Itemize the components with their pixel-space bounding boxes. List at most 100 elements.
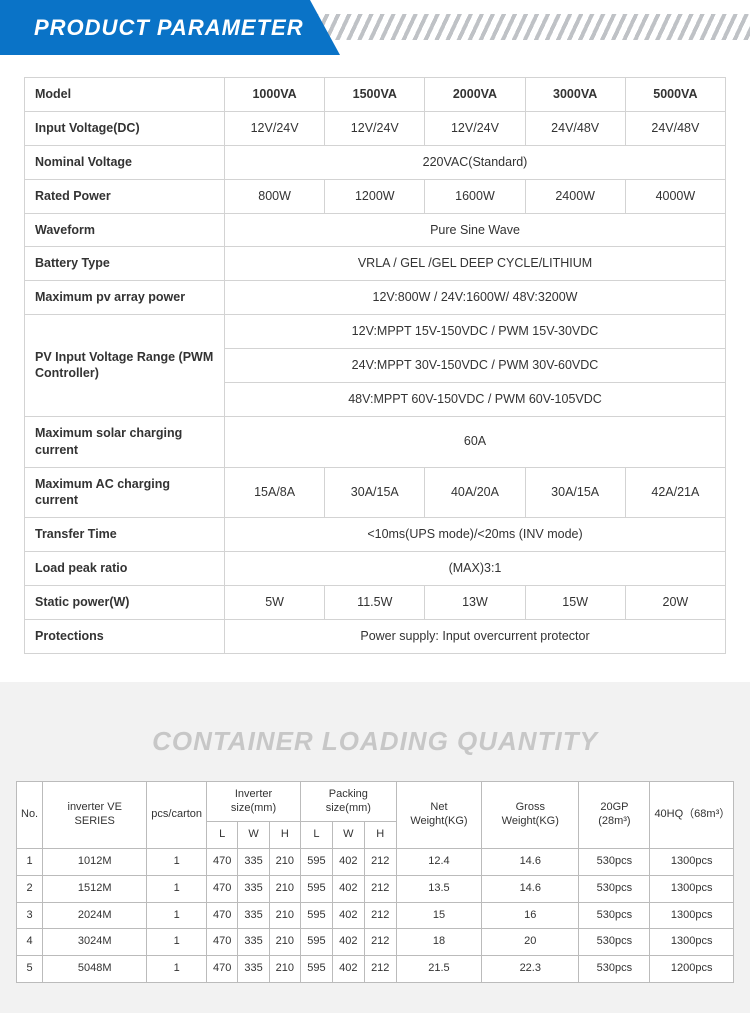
param-value-span: 220VAC(Standard) xyxy=(225,145,726,179)
cl-cell-hq: 1300pcs xyxy=(650,849,734,876)
cl-cell-pL: 595 xyxy=(301,929,333,956)
cl-cell-gross: 14.6 xyxy=(482,875,579,902)
cl-cell-pL: 595 xyxy=(301,849,333,876)
cl-h-20gp: 20GP (28m³) xyxy=(579,781,650,848)
param-label: Protections xyxy=(25,619,225,653)
container-loading-section: CONTAINER LOADING QUANTITY No. inverter … xyxy=(0,682,750,1013)
cl-cell-gross: 16 xyxy=(482,902,579,929)
cl-cell-series: 1012M xyxy=(43,849,147,876)
container-loading-table: No. inverter VE SERIES pcs/carton Invert… xyxy=(16,781,734,983)
param-cell: 11.5W xyxy=(325,586,425,620)
cl-h-40hq: 40HQ（68m³） xyxy=(650,781,734,848)
cl-cell-series: 1512M xyxy=(43,875,147,902)
param-cell: 24V/48V xyxy=(525,111,625,145)
cl-h-pkg-L: L xyxy=(301,822,333,849)
param-row: Maximum solar charging current60A xyxy=(25,416,726,467)
param-row: Load peak ratio(MAX)3:1 xyxy=(25,552,726,586)
cl-cell-gp: 530pcs xyxy=(579,929,650,956)
cl-cell-gross: 20 xyxy=(482,929,579,956)
param-value-span: Power supply: Input overcurrent protecto… xyxy=(225,619,726,653)
param-label: Maximum AC charging current xyxy=(25,467,225,518)
product-parameter-section: Model 1000VA 1500VA 2000VA 3000VA 5000VA… xyxy=(0,55,750,664)
param-cell: 13W xyxy=(425,586,525,620)
param-cell: 24V/48V xyxy=(625,111,725,145)
param-label: Maximum solar charging current xyxy=(25,416,225,467)
param-cell: 12V/24V xyxy=(425,111,525,145)
cl-cell-iL: 470 xyxy=(207,902,238,929)
section-header: PRODUCT PARAMETER xyxy=(0,0,750,55)
param-model-4: 5000VA xyxy=(625,78,725,112)
param-value-span: Pure Sine Wave xyxy=(225,213,726,247)
cl-h-invsize: Inverter size(mm) xyxy=(207,781,301,822)
param-row: Static power(W)5W11.5W13W15W20W xyxy=(25,586,726,620)
param-value-span: 24V:MPPT 30V-150VDC / PWM 30V-60VDC xyxy=(225,349,726,383)
cl-h-pkg-H: H xyxy=(364,822,396,849)
cl-cell-gross: 22.3 xyxy=(482,956,579,983)
param-value-span: VRLA / GEL /GEL DEEP CYCLE/LITHIUM xyxy=(225,247,726,281)
cl-cell-iH: 210 xyxy=(269,849,300,876)
cl-cell-pW: 402 xyxy=(332,849,364,876)
param-cell: 1600W xyxy=(425,179,525,213)
cl-cell-pcs: 1 xyxy=(147,929,207,956)
param-col-label: Model xyxy=(25,78,225,112)
cl-cell-iH: 210 xyxy=(269,929,300,956)
cl-h-pkgsize: Packing size(mm) xyxy=(301,781,397,822)
cl-cell-iW: 335 xyxy=(238,929,269,956)
cl-cell-pcs: 1 xyxy=(147,875,207,902)
param-model-1: 1500VA xyxy=(325,78,425,112)
param-row: Transfer Time<10ms(UPS mode)/<20ms (INV … xyxy=(25,518,726,552)
param-label: Static power(W) xyxy=(25,586,225,620)
param-cell: 2400W xyxy=(525,179,625,213)
param-cell: 42A/21A xyxy=(625,467,725,518)
cl-cell-no: 5 xyxy=(17,956,43,983)
cl-cell-gp: 530pcs xyxy=(579,849,650,876)
cl-h-series: inverter VE SERIES xyxy=(43,781,147,848)
cl-cell-gp: 530pcs xyxy=(579,956,650,983)
product-parameter-table: Model 1000VA 1500VA 2000VA 3000VA 5000VA… xyxy=(24,77,726,654)
cl-cell-pL: 595 xyxy=(301,956,333,983)
param-value-span: <10ms(UPS mode)/<20ms (INV mode) xyxy=(225,518,726,552)
cl-cell-pcs: 1 xyxy=(147,849,207,876)
cl-cell-pH: 212 xyxy=(364,875,396,902)
param-label: Input Voltage(DC) xyxy=(25,111,225,145)
cl-h-inv-L: L xyxy=(207,822,238,849)
param-label: Load peak ratio xyxy=(25,552,225,586)
header-title: PRODUCT PARAMETER xyxy=(0,0,750,55)
cl-cell-no: 4 xyxy=(17,929,43,956)
cl-row: 32024M14703352105954022121516530pcs1300p… xyxy=(17,902,734,929)
param-row: ProtectionsPower supply: Input overcurre… xyxy=(25,619,726,653)
cl-cell-pcs: 1 xyxy=(147,902,207,929)
cl-cell-pH: 212 xyxy=(364,929,396,956)
param-header-row: Model 1000VA 1500VA 2000VA 3000VA 5000VA xyxy=(25,78,726,112)
cl-cell-iH: 210 xyxy=(269,902,300,929)
container-loading-title: CONTAINER LOADING QUANTITY xyxy=(0,706,750,781)
param-label: Battery Type xyxy=(25,247,225,281)
param-cell: 20W xyxy=(625,586,725,620)
param-row: WaveformPure Sine Wave xyxy=(25,213,726,247)
cl-cell-pH: 212 xyxy=(364,902,396,929)
cl-cell-hq: 1300pcs xyxy=(650,929,734,956)
param-label: Nominal Voltage xyxy=(25,145,225,179)
cl-cell-net: 12.4 xyxy=(396,849,482,876)
cl-cell-series: 5048M xyxy=(43,956,147,983)
param-row: PV Input Voltage Range (PWM Controller)1… xyxy=(25,315,726,349)
cl-h-pkg-W: W xyxy=(332,822,364,849)
param-cell: 15W xyxy=(525,586,625,620)
cl-cell-pW: 402 xyxy=(332,929,364,956)
cl-cell-pH: 212 xyxy=(364,849,396,876)
param-value-span: 12V:800W / 24V:1600W/ 48V:3200W xyxy=(225,281,726,315)
cl-h-inv-H: H xyxy=(269,822,300,849)
cl-h-no: No. xyxy=(17,781,43,848)
cl-cell-hq: 1200pcs xyxy=(650,956,734,983)
cl-cell-iH: 210 xyxy=(269,956,300,983)
cl-cell-net: 13.5 xyxy=(396,875,482,902)
param-row: Maximum AC charging current15A/8A30A/15A… xyxy=(25,467,726,518)
param-label: Rated Power xyxy=(25,179,225,213)
cl-cell-net: 21.5 xyxy=(396,956,482,983)
param-cell: 40A/20A xyxy=(425,467,525,518)
param-row: Nominal Voltage220VAC(Standard) xyxy=(25,145,726,179)
param-row: Rated Power800W1200W1600W2400W4000W xyxy=(25,179,726,213)
cl-row: 11012M147033521059540221212.414.6530pcs1… xyxy=(17,849,734,876)
cl-cell-series: 2024M xyxy=(43,902,147,929)
param-row: Battery TypeVRLA / GEL /GEL DEEP CYCLE/L… xyxy=(25,247,726,281)
